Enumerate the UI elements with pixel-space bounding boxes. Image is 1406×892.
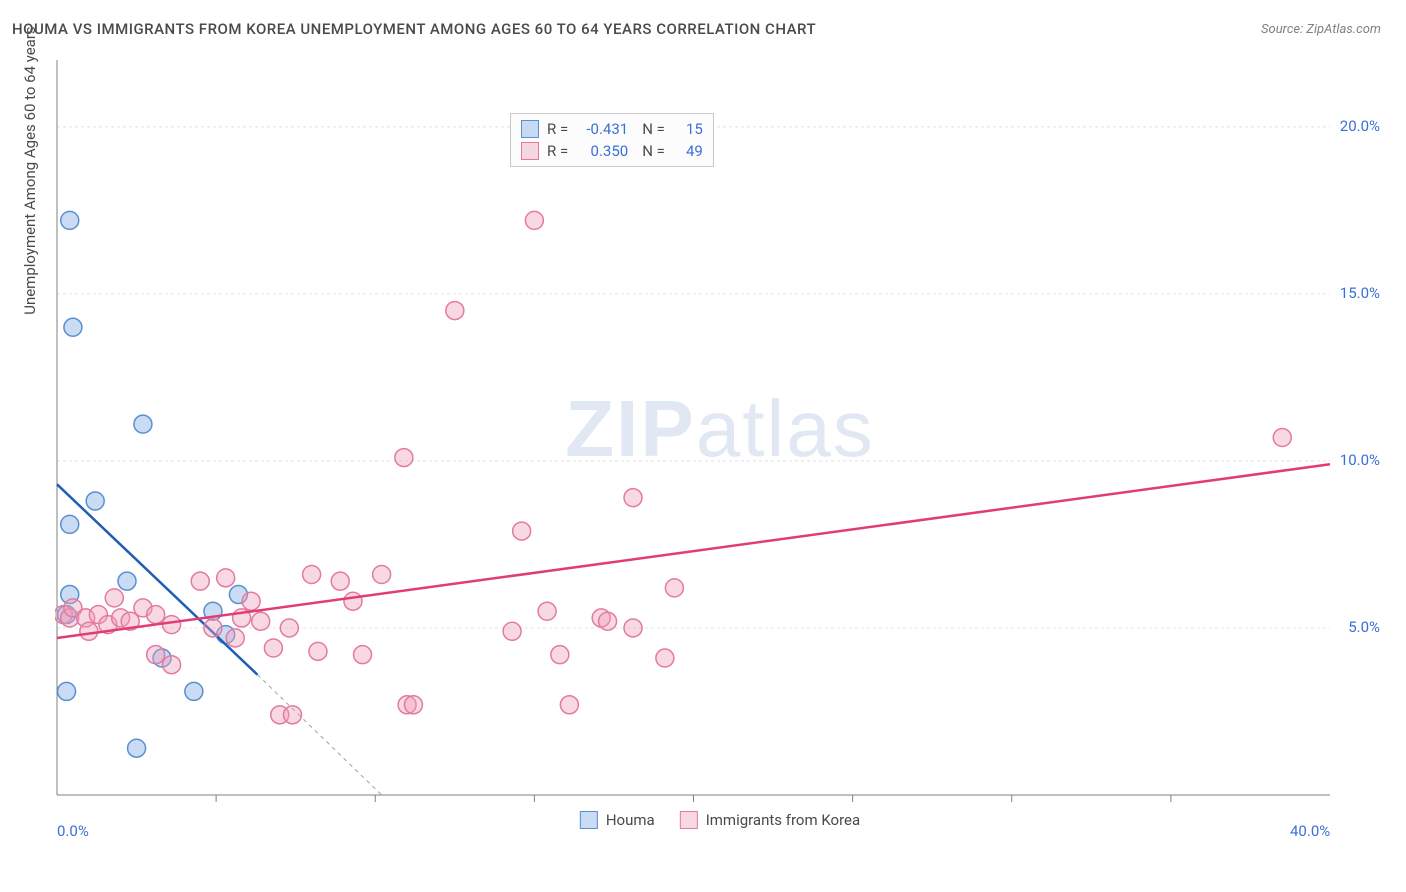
legend-row-korea: R = 0.350 N = 49 — [521, 140, 703, 162]
swatch-houma — [521, 120, 539, 138]
swatch-korea — [680, 811, 698, 829]
n-value-houma: 15 — [673, 120, 703, 138]
correlation-legend: R = -0.431 N = 15 R = 0.350 N = 49 — [510, 113, 714, 167]
legend-row-houma: R = -0.431 N = 15 — [521, 118, 703, 140]
r-value-houma: -0.431 — [576, 120, 628, 138]
y-tick-label: 5.0% — [1348, 618, 1380, 636]
n-value-korea: 49 — [673, 142, 703, 160]
swatch-korea — [521, 142, 539, 160]
series-legend: Houma Immigrants from Korea — [580, 811, 860, 829]
x-tick-label: 0.0% — [57, 822, 89, 840]
scatter-plot: ZIPatlas R = -0.431 N = 15 R = 0.350 N =… — [55, 55, 1385, 835]
legend-item-houma: Houma — [580, 811, 655, 829]
n-label: N = — [642, 120, 665, 138]
r-value-korea: 0.350 — [576, 142, 628, 160]
legend-label: Immigrants from Korea — [706, 811, 860, 829]
source-credit: Source: ZipAtlas.com — [1261, 22, 1381, 37]
n-label: N = — [642, 142, 665, 160]
y-tick-label: 10.0% — [1340, 451, 1380, 469]
r-label: R = — [547, 120, 568, 138]
r-label: R = — [547, 142, 568, 160]
x-tick-label: 40.0% — [1290, 822, 1330, 840]
chart-title: HOUMA VS IMMIGRANTS FROM KOREA UNEMPLOYM… — [12, 20, 816, 38]
plot-svg — [55, 55, 1385, 835]
y-tick-label: 20.0% — [1340, 117, 1380, 135]
y-axis-label: Unemployment Among Ages 60 to 64 years — [21, 26, 39, 314]
legend-item-korea: Immigrants from Korea — [680, 811, 860, 829]
legend-label: Houma — [606, 811, 655, 829]
y-tick-label: 15.0% — [1340, 284, 1380, 302]
swatch-houma — [580, 811, 598, 829]
